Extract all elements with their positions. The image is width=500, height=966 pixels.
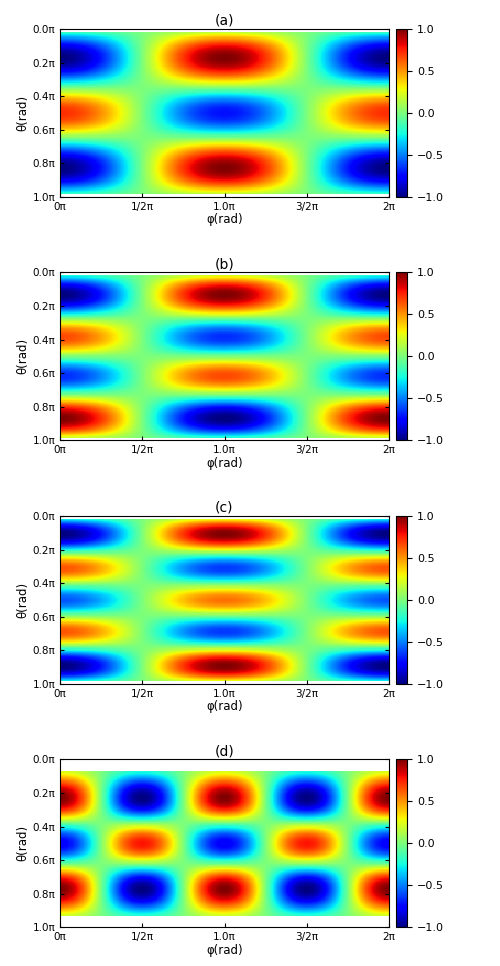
Y-axis label: θ(rad): θ(rad)	[16, 582, 30, 618]
Title: (c): (c)	[215, 500, 234, 515]
Title: (b): (b)	[214, 257, 234, 271]
X-axis label: φ(rad): φ(rad)	[206, 457, 243, 469]
X-axis label: φ(rad): φ(rad)	[206, 944, 243, 956]
Title: (a): (a)	[214, 14, 234, 28]
Y-axis label: θ(rad): θ(rad)	[16, 95, 30, 131]
X-axis label: φ(rad): φ(rad)	[206, 213, 243, 226]
X-axis label: φ(rad): φ(rad)	[206, 700, 243, 713]
Y-axis label: θ(rad): θ(rad)	[16, 338, 30, 375]
Y-axis label: θ(rad): θ(rad)	[16, 825, 30, 862]
Title: (d): (d)	[214, 744, 234, 758]
